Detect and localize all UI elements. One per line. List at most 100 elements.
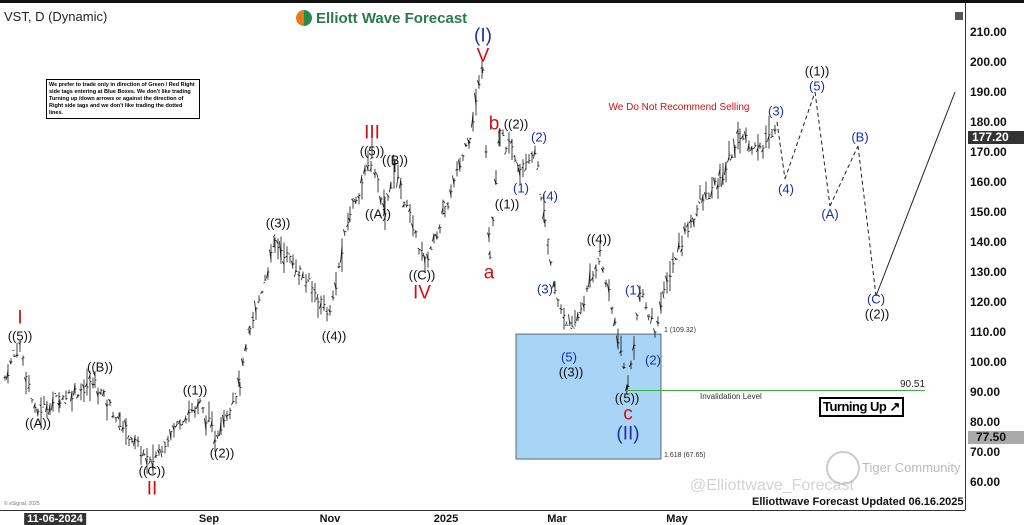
price-bar <box>73 382 77 396</box>
price-bar <box>604 279 608 287</box>
price-bar <box>231 392 235 406</box>
invalidation-label: Invalidation Level <box>700 392 762 401</box>
y-tick-label: 190.00 <box>970 85 1007 99</box>
price-bar <box>484 145 488 159</box>
price-bar <box>172 422 176 438</box>
price-bar <box>99 388 103 395</box>
price-bar <box>533 145 537 159</box>
price-bar <box>184 415 188 424</box>
price-bar <box>145 447 149 474</box>
price-bar <box>263 274 267 284</box>
price-bar <box>79 383 83 401</box>
price-bar <box>713 177 717 186</box>
y-tick-label: 140.00 <box>970 235 1007 249</box>
price-axis[interactable]: 210.00 200.00 190.00 180.00 170.00 160.00 150.… <box>965 3 1024 510</box>
price-plot[interactable] <box>0 3 965 510</box>
price-bar <box>721 163 725 187</box>
price-bar <box>610 306 614 314</box>
wave-label: I <box>17 307 23 329</box>
price-bar <box>686 221 690 238</box>
price-bar <box>455 161 459 177</box>
price-bar <box>622 362 626 370</box>
price-bar <box>12 349 16 358</box>
price-bar <box>744 127 748 144</box>
price-bar <box>773 125 777 135</box>
price-bar <box>553 281 557 295</box>
wave-label: (5) <box>809 78 825 94</box>
price-bar <box>674 256 678 261</box>
price-bar <box>588 263 592 288</box>
price-bar <box>193 406 197 418</box>
price-bar <box>279 236 283 264</box>
price-bar <box>530 151 534 163</box>
price-bar <box>524 153 528 172</box>
price-bar <box>307 272 311 282</box>
price-bar <box>133 434 137 450</box>
wave-label: ((4)) <box>321 328 347 344</box>
trading-note: We prefer to trade only in direction of … <box>46 79 200 120</box>
wave-label: ((2)) <box>209 445 235 461</box>
price-bar <box>767 115 771 149</box>
price-bar <box>163 441 167 454</box>
price-bar <box>562 307 566 330</box>
price-bar <box>291 254 295 269</box>
watermark: Tiger Community <box>862 460 961 475</box>
price-bar <box>18 340 22 353</box>
price-bar <box>366 150 370 172</box>
price-bar <box>88 370 92 402</box>
price-bar <box>498 127 502 147</box>
price-bar <box>102 389 106 397</box>
price-bar <box>730 154 734 161</box>
price-bar <box>201 407 205 414</box>
price-bar <box>405 199 409 208</box>
wave-label: a <box>483 262 495 284</box>
price-bar <box>42 395 46 408</box>
projection-segment <box>776 121 786 180</box>
wave-label: ((3)) <box>265 215 291 231</box>
price-bar <box>383 196 387 231</box>
price-bar <box>288 253 292 264</box>
time-axis[interactable]: 11-06-2024 Sep Nov 2025 Mar May <box>0 510 965 525</box>
price-bar <box>45 401 49 418</box>
price-bar <box>481 67 485 74</box>
wave-label: IV <box>413 282 431 304</box>
price-bar <box>216 430 220 439</box>
price-bar <box>241 357 245 367</box>
y-tick-label: 90.00 <box>970 385 1001 399</box>
price-bar <box>346 212 350 231</box>
fib-top-label: 1 (109.32) <box>664 327 696 334</box>
price-bar <box>207 401 211 423</box>
price-bar <box>683 222 687 235</box>
price-bar <box>461 154 465 162</box>
price-bar <box>251 312 255 329</box>
wave-label: II <box>146 478 158 500</box>
y-tick-label: 160.00 <box>970 175 1007 189</box>
price-bar <box>187 400 191 422</box>
price-bar <box>118 412 122 431</box>
price-bar <box>467 137 471 149</box>
price-bar <box>718 163 722 187</box>
wave-label: (II) <box>616 423 640 445</box>
price-bar <box>373 168 377 179</box>
price-bar <box>474 88 478 116</box>
price-bar <box>513 154 517 162</box>
price-bar <box>635 312 639 321</box>
settings-icon[interactable] <box>955 12 963 20</box>
price-bar <box>157 444 161 456</box>
price-bar <box>357 193 361 205</box>
price-bar <box>542 194 546 223</box>
price-bar <box>568 314 572 327</box>
price-bar <box>527 154 531 164</box>
price-bar <box>15 343 19 358</box>
price-bar <box>659 292 663 314</box>
price-bar <box>733 138 737 159</box>
price-bar <box>285 246 289 263</box>
price-bar <box>266 267 270 280</box>
price-bar <box>487 227 491 243</box>
price-bar <box>30 398 34 403</box>
price-bar <box>543 218 547 228</box>
price-bar <box>597 257 601 265</box>
price-bar <box>313 283 317 303</box>
price-bar <box>764 125 768 148</box>
